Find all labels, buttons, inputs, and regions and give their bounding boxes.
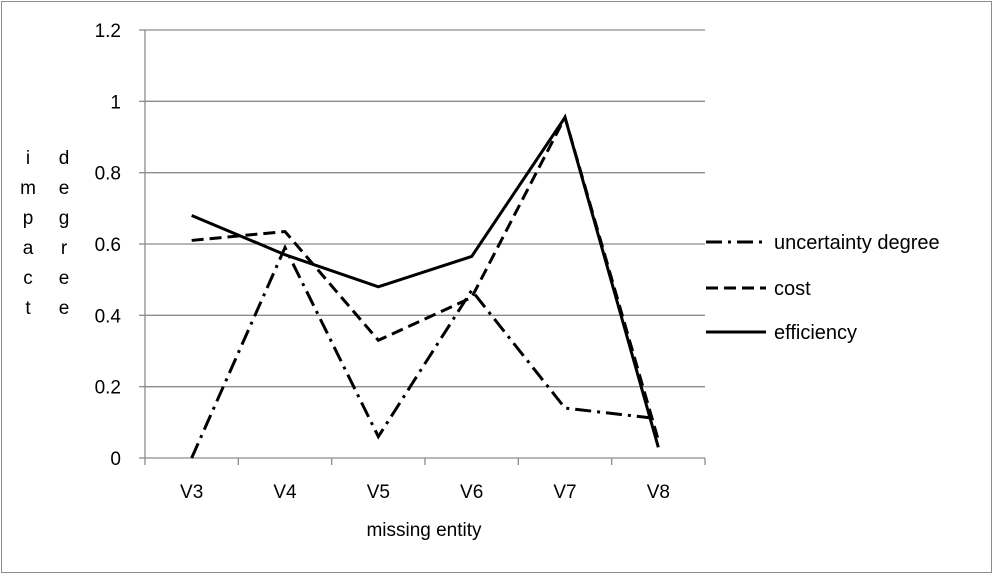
series-line-cost (191, 113, 660, 441)
y-axis-title-letter: e (59, 178, 70, 199)
legend: uncertainty degree cost efficiency (706, 232, 940, 344)
x-tick-label: V7 (553, 482, 576, 503)
y-tick-label: 0.4 (95, 306, 122, 327)
y-axis-title-letter: i (26, 148, 30, 169)
data-point (190, 238, 194, 242)
data-point (376, 435, 380, 439)
series-lines (190, 113, 660, 460)
data-point (190, 213, 194, 217)
y-axis-title-letter: d (59, 148, 70, 169)
x-tick-label: V8 (647, 482, 670, 503)
data-point (283, 253, 287, 257)
tick-labels: 0 0.2 0.4 0.6 0.8 1 1.2 V3 V4 V5 V6 V7 V8 (95, 21, 670, 503)
series-line-efficiency (191, 113, 660, 448)
data-point (470, 296, 474, 300)
y-axis-title-letter: p (23, 208, 34, 229)
data-point (376, 285, 380, 289)
gridlines (145, 29, 705, 388)
series-line-uncertainty-degree (190, 244, 659, 459)
y-axis-title-letter: g (59, 208, 70, 229)
x-axis-title: missing entity (366, 520, 482, 541)
x-tick-label: V6 (460, 482, 483, 503)
y-tick-label: 1 (110, 92, 121, 113)
y-tick-label: 0 (110, 449, 121, 470)
y-axis-title-letter: e (59, 298, 70, 319)
data-point (376, 338, 380, 342)
y-axis-title-letter: e (59, 268, 70, 289)
y-tick-label: 1.2 (95, 21, 121, 42)
data-point (283, 246, 287, 250)
data-point (190, 456, 194, 460)
x-tick-label: V5 (367, 482, 390, 503)
data-point (656, 417, 660, 421)
axes (139, 29, 706, 465)
data-point (563, 115, 567, 119)
y-axis-title-letter: c (23, 268, 33, 289)
x-tick-label: V3 (180, 482, 203, 503)
data-point (563, 406, 567, 410)
legend-label: cost (774, 278, 811, 300)
y-axis-title-letter: t (25, 298, 31, 319)
y-tick-label: 0.8 (95, 164, 121, 185)
y-tick-label: 0.6 (95, 235, 121, 256)
data-point (470, 254, 474, 258)
data-point (656, 445, 660, 449)
y-axis-title-letter: r (61, 238, 68, 259)
x-tick-label: V4 (273, 482, 297, 503)
y-tick-label: 0.2 (95, 378, 121, 399)
legend-label: efficiency (774, 322, 857, 344)
legend-label: uncertainty degree (774, 232, 940, 254)
data-point (283, 230, 287, 234)
y-axis-title-letter: m (20, 178, 36, 199)
y-axis-title-letter: a (23, 238, 34, 259)
